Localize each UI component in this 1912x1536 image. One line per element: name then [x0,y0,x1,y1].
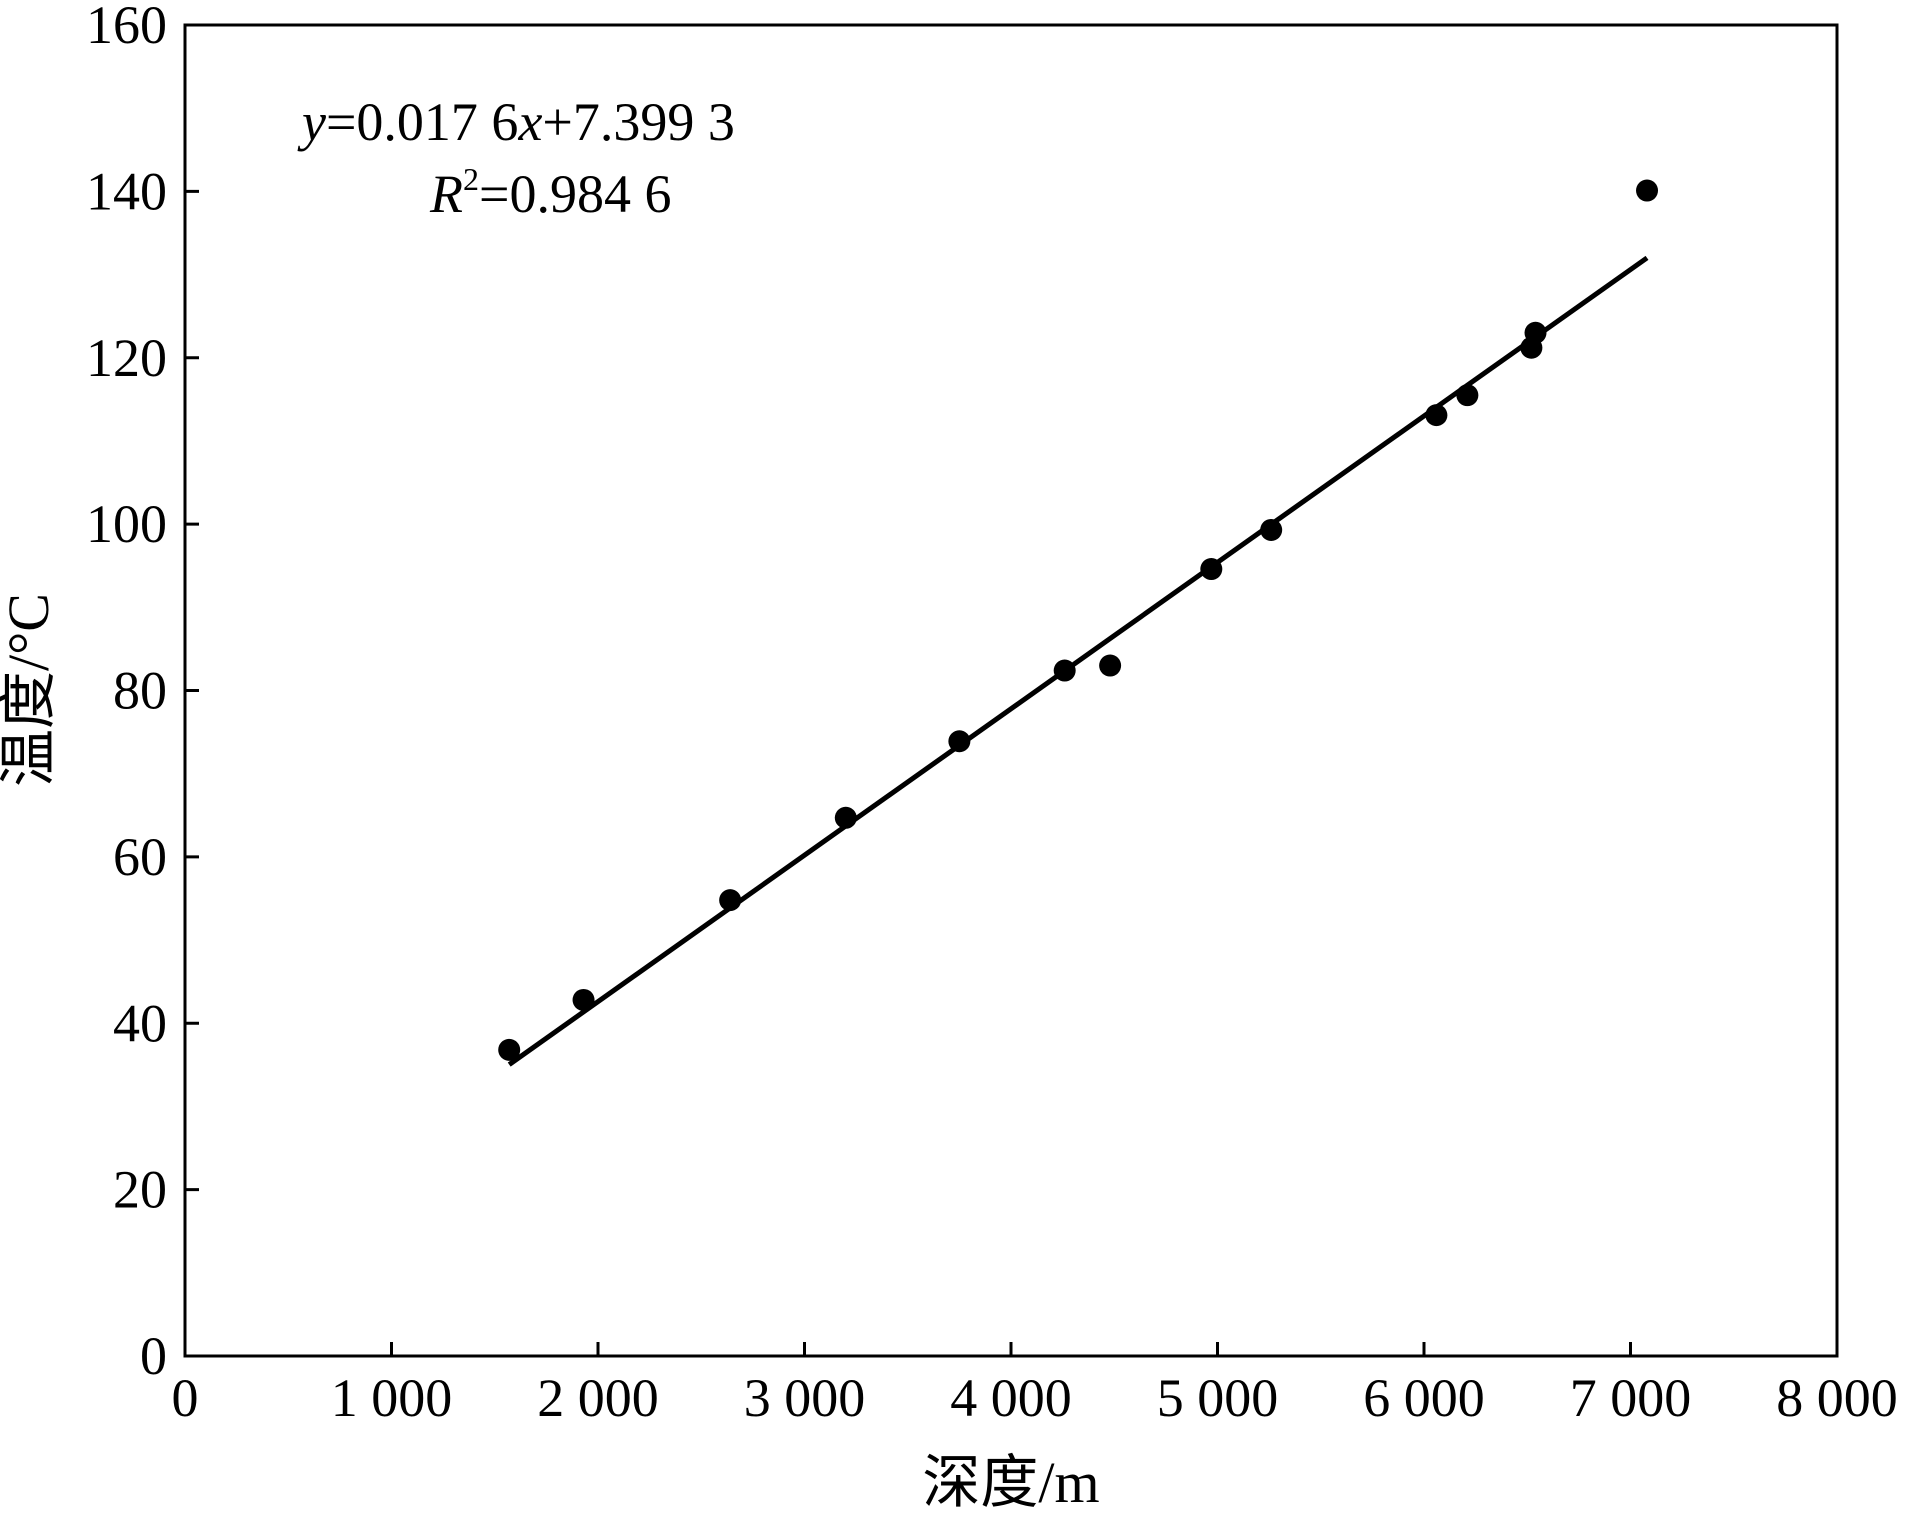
data-point [948,730,971,753]
x-axis-ticks [183,1342,1839,1356]
x-tick-label: 1 000 [331,1368,453,1428]
data-point [1260,518,1283,541]
data-point [1425,404,1448,427]
data-point [1099,654,1122,677]
y-tick-label: 100 [86,494,167,554]
x-tick-label: 3 000 [744,1368,866,1428]
y-tick-label: 0 [140,1326,167,1386]
y-tick-label: 60 [113,827,167,887]
y-tick-label: 80 [113,661,167,721]
data-points [498,179,1659,1061]
x-axis-title: 深度/m [922,1450,1099,1515]
x-tick-label: 6 000 [1363,1368,1485,1428]
x-tick-label: 8 000 [1776,1368,1898,1428]
data-point [1524,321,1547,344]
data-point [1636,179,1659,202]
y-axis-ticks [185,23,199,1358]
x-tick-label: 2 000 [537,1368,659,1428]
x-tick-label: 4 000 [950,1368,1072,1428]
y-tick-label: 140 [86,161,167,221]
y-tick-label: 40 [113,993,167,1053]
y-axis-tick-labels: 0 20 40 60 80 100 120 140 160 [86,0,167,1386]
plot-frame [183,23,1839,1358]
r-squared: R2=0.984 6 [429,161,671,224]
data-point [1200,558,1223,581]
x-tick-label: 5 000 [1157,1368,1279,1428]
y-axis-title: 温度/°C [0,593,61,787]
data-point [834,806,857,829]
data-point [1456,384,1479,407]
data-point [498,1038,521,1061]
y-tick-label: 120 [86,328,167,388]
y-tick-label: 20 [113,1160,167,1220]
y-tick-label: 160 [86,0,167,55]
regression-line [507,255,1649,1067]
data-point [572,988,595,1011]
fit-equation: y=0.017 6x+7.399 3 [297,92,735,152]
data-point [1053,659,1076,682]
data-point [719,889,742,912]
x-tick-label: 7 000 [1570,1368,1692,1428]
x-axis-tick-labels: 0 1 000 2 000 3 000 4 000 5 000 6 000 7 000 8 00… [172,1368,1898,1428]
x-tick-label: 0 [172,1368,199,1428]
